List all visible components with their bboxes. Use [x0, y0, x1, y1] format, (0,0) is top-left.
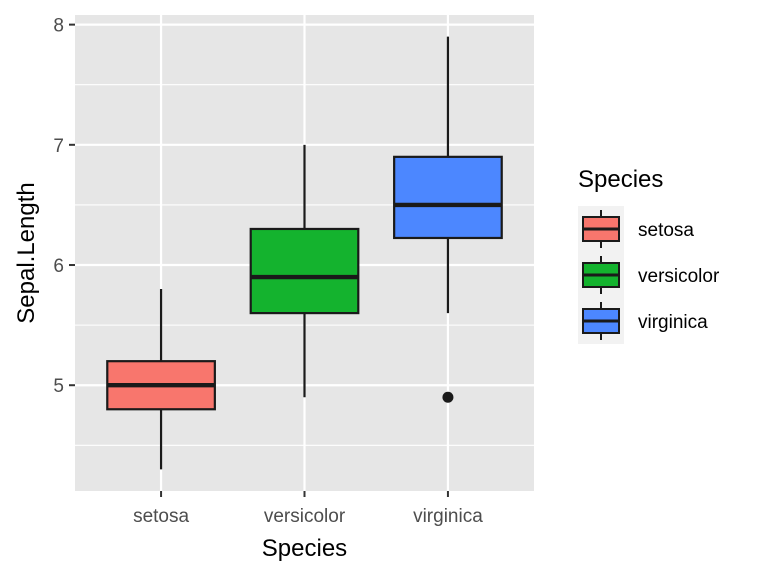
legend-label: virginica — [638, 312, 708, 333]
y-tick-label: 5 — [53, 376, 64, 397]
x-tick-label: versicolor — [264, 506, 346, 527]
box-setosa — [106, 289, 216, 470]
y-tick-label: 8 — [53, 16, 64, 37]
x-tick-label: setosa — [133, 506, 189, 527]
box-iqr — [249, 227, 360, 315]
box-versicolor — [249, 144, 360, 398]
box-iqr — [393, 155, 503, 240]
legend-item-setosa: setosa — [578, 206, 694, 252]
legend: Species setosa versicolor virginica — [578, 166, 720, 344]
box-group — [106, 36, 503, 470]
legend-item-virginica: virginica — [578, 298, 708, 344]
y-axis: 5 6 7 8 — [53, 16, 75, 397]
legend-label: versicolor — [638, 266, 720, 287]
box-virginica — [393, 36, 503, 403]
x-axis-title: Species — [262, 535, 347, 562]
y-axis-title: Sepal.Length — [13, 182, 40, 323]
outlier-point — [442, 391, 454, 403]
legend-item-versicolor: versicolor — [578, 252, 720, 298]
legend-title: Species — [578, 166, 663, 193]
x-axis: setosa versicolor virginica — [133, 491, 483, 527]
legend-label: setosa — [638, 220, 694, 241]
y-tick-label: 6 — [53, 256, 64, 277]
y-tick-label: 7 — [53, 136, 64, 157]
x-tick-label: virginica — [413, 506, 483, 527]
